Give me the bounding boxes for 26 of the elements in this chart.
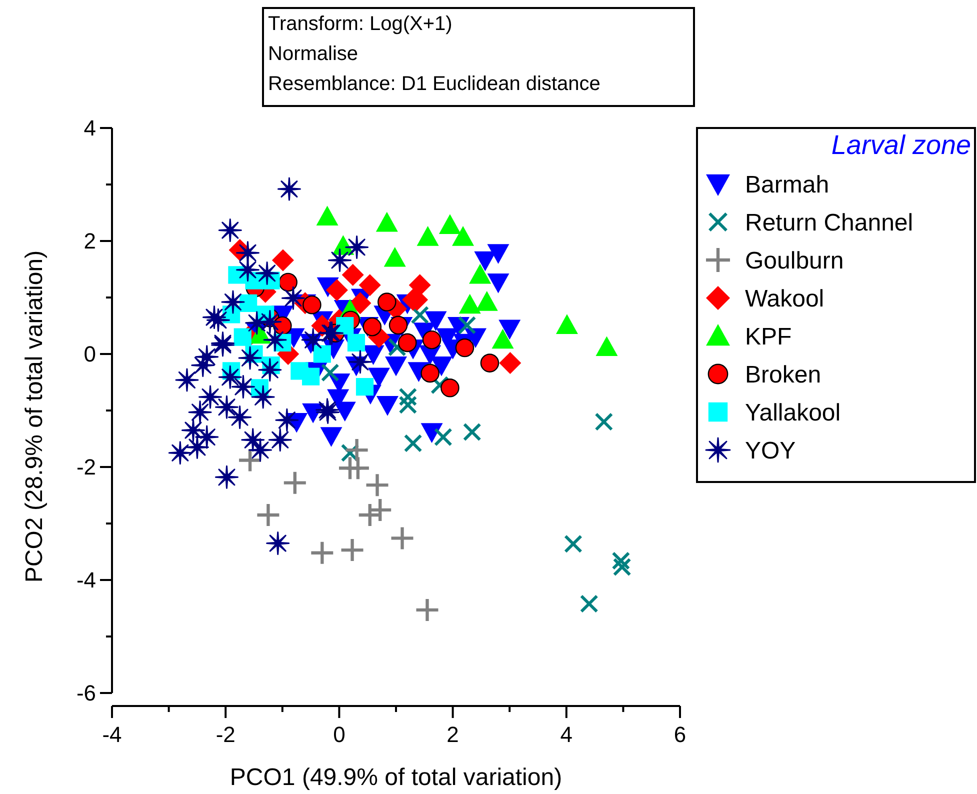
legend-label: YOY [745, 437, 796, 464]
legend-label: Goulburn [745, 247, 844, 274]
text: Normalise [268, 43, 358, 65]
x-tick-label: 2 [446, 722, 459, 747]
y-tick-label: 0 [84, 342, 96, 367]
x-tick-label: 0 [333, 722, 346, 747]
text: Resemblance: D1 Euclidean distance [268, 73, 600, 95]
y-tick-label: -2 [76, 454, 96, 480]
y-tick-label: 4 [84, 116, 96, 141]
legend-label: KPF [745, 323, 792, 350]
legend-label: Return Channel [745, 209, 914, 236]
legend-label: Broken [745, 361, 822, 388]
y-axis-title: PCO2 (28.9% of total variation) [21, 250, 48, 583]
y-tick-label: 2 [84, 228, 96, 254]
legend-label: Yallakool [745, 399, 841, 426]
x-tick-label: 6 [674, 722, 686, 747]
x-tick-label: -2 [216, 722, 236, 747]
legend-label: Barmah [745, 171, 830, 198]
text: Transform: Log(X+1) [268, 13, 452, 35]
x-tick-label: -4 [102, 722, 122, 747]
x-axis-title: PCO1 (49.9% of total variation) [230, 764, 562, 791]
legend-label: Wakool [745, 285, 824, 312]
legend-title: Larval zone [831, 130, 971, 160]
y-tick-label: -6 [76, 680, 96, 706]
y-tick-label: -4 [76, 568, 96, 593]
x-tick-label: 4 [560, 722, 573, 747]
